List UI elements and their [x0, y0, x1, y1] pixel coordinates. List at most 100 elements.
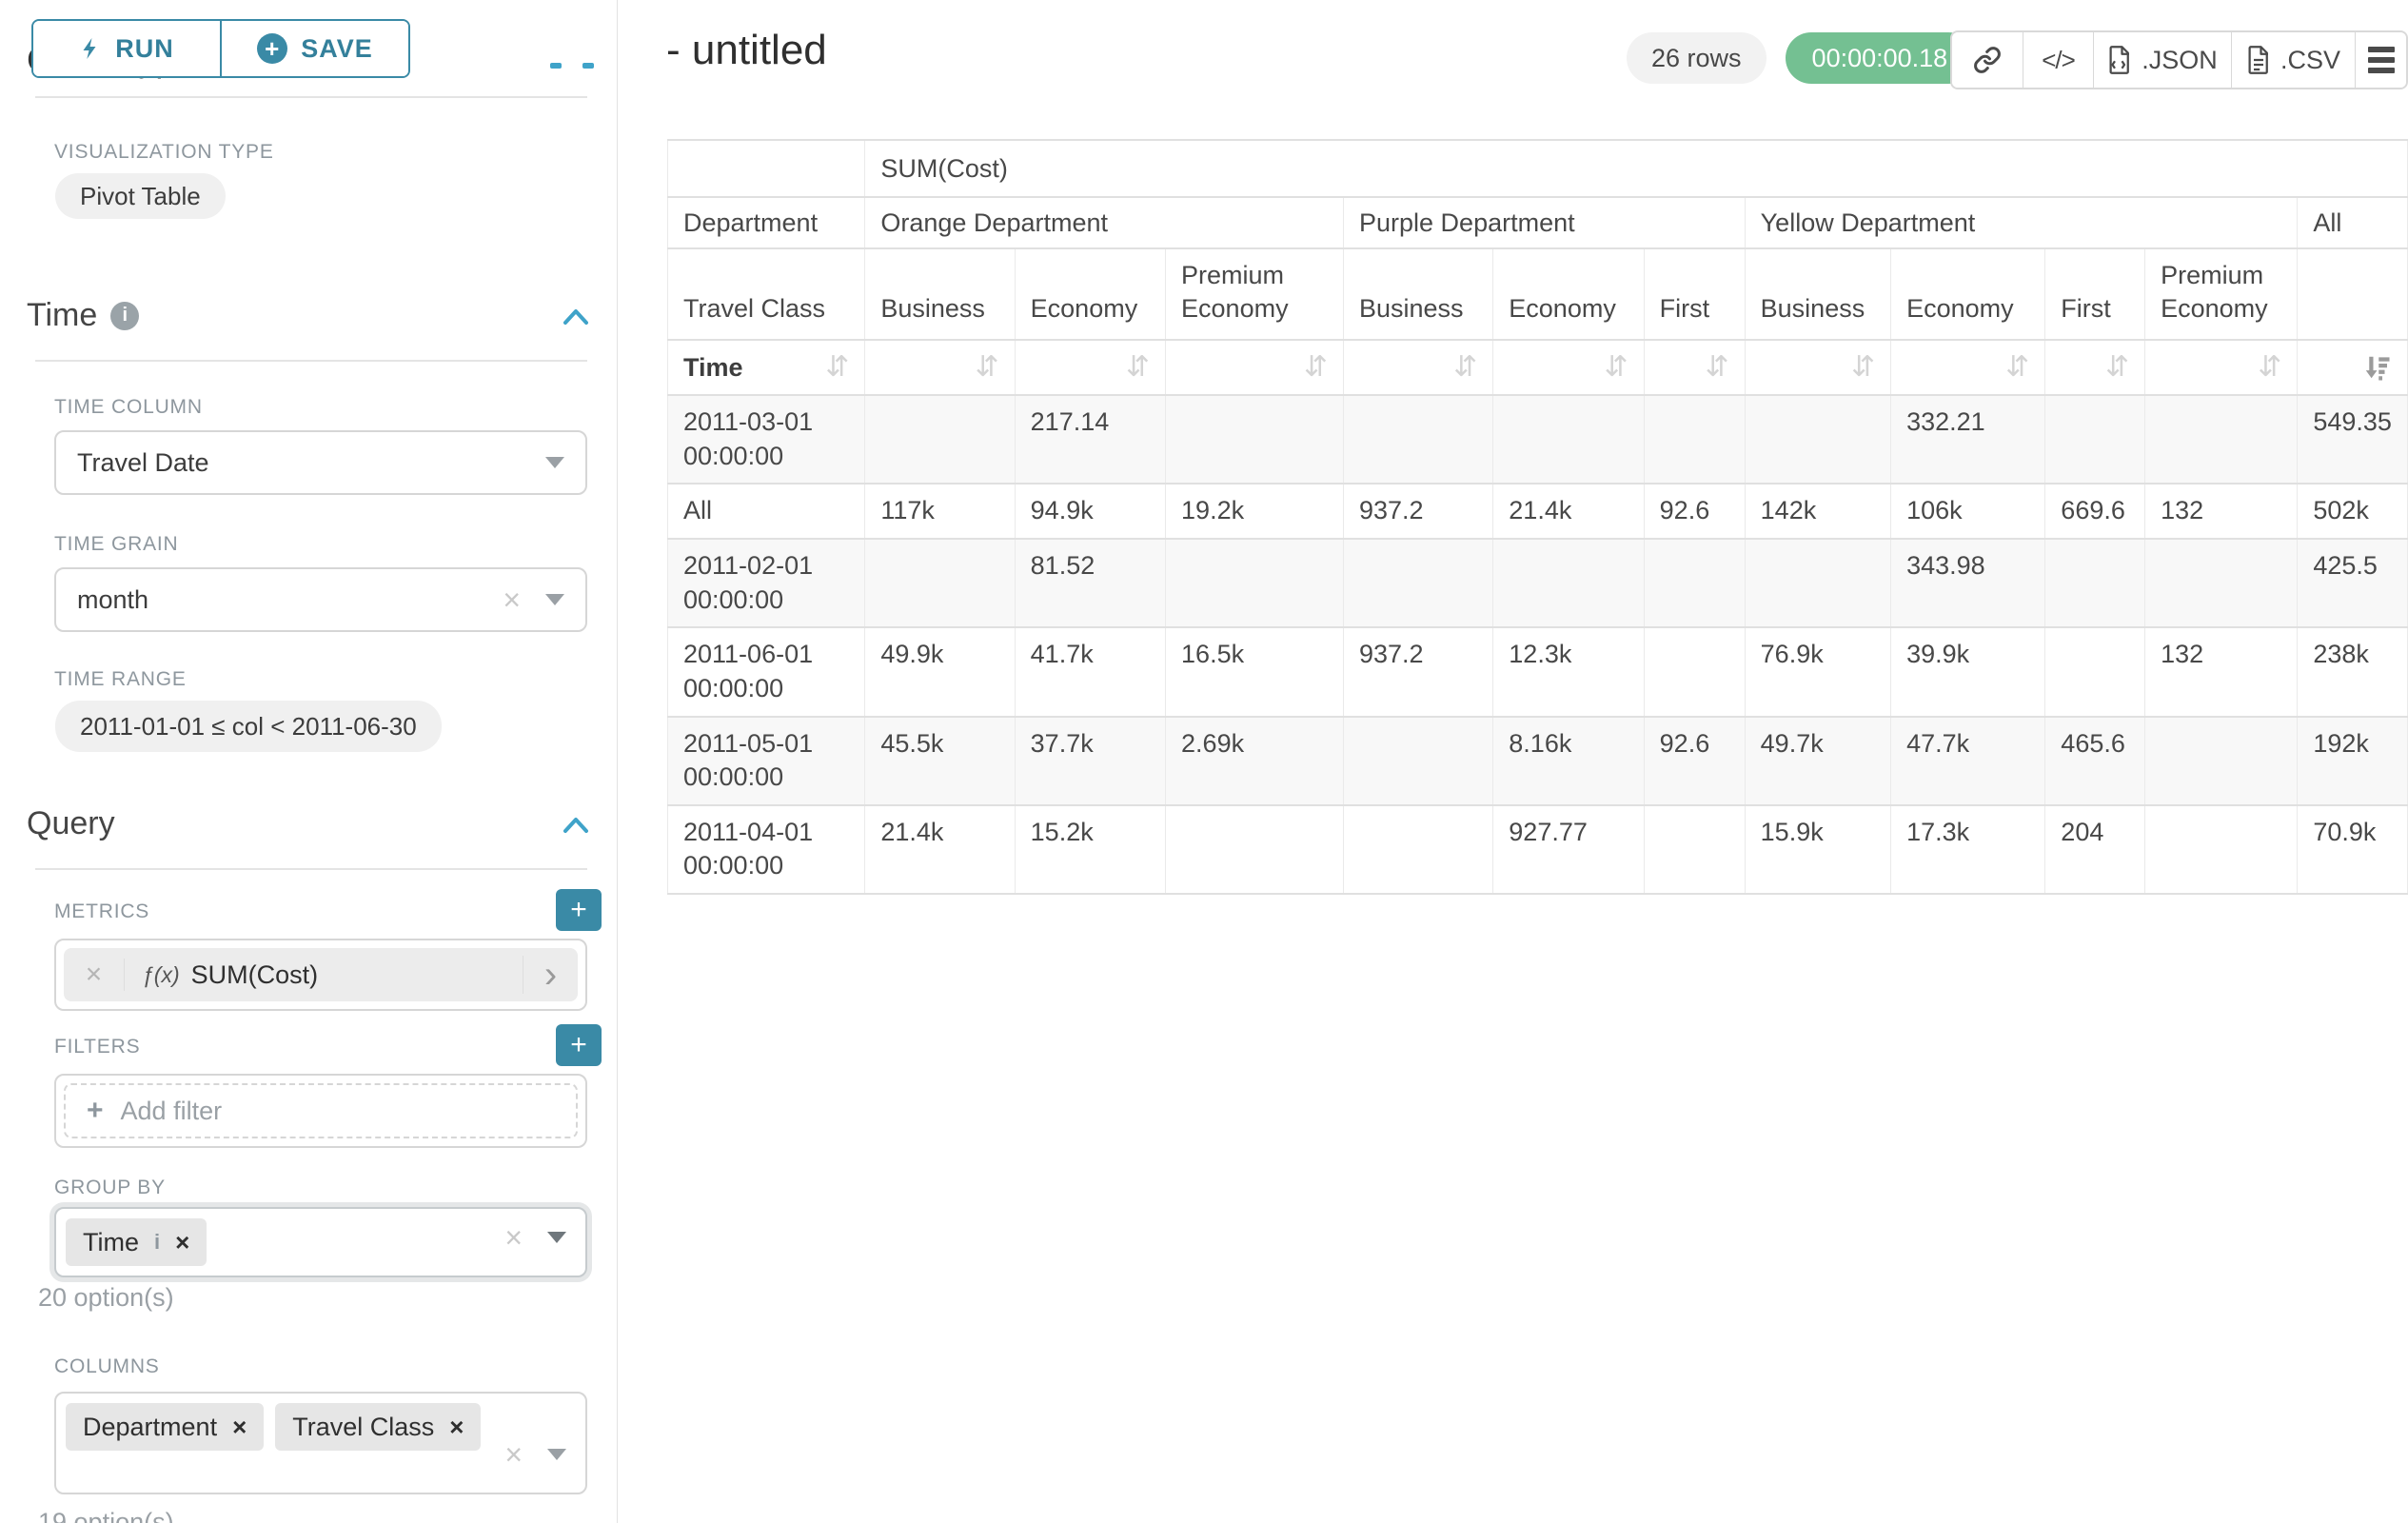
- value-cell: [1492, 394, 1645, 485]
- sort-icon[interactable]: ⇵: [2005, 350, 2030, 385]
- metrics-label: METRICS: [54, 900, 150, 922]
- column-sort-header[interactable]: ⇵: [1744, 339, 1892, 396]
- chevron-right-icon[interactable]: ›: [523, 956, 578, 994]
- value-cell: 106k: [1890, 483, 2046, 540]
- group-by-select[interactable]: Time i × ×: [54, 1207, 587, 1277]
- value-cell: 549.35: [2297, 394, 2408, 485]
- time-grain-select[interactable]: month ×: [54, 567, 587, 632]
- value-cell: 937.2: [1342, 483, 1494, 540]
- add-metric-button[interactable]: +: [556, 889, 602, 931]
- table-row: 2011-06-01 00:00:00 49.9k 41.7k 16.5k 937.2 1…: [666, 626, 2408, 718]
- save-button[interactable]: + SAVE: [220, 21, 408, 76]
- table-row: 2011-04-01 00:00:00 21.4k 15.2k 927.77 15.9k…: [666, 804, 2408, 895]
- remove-chip-icon[interactable]: ×: [449, 1412, 464, 1441]
- value-cell: 217.14: [1014, 394, 1167, 485]
- sort-icon[interactable]: ⇵: [1604, 350, 1628, 385]
- lightning-icon: [83, 38, 96, 59]
- run-button[interactable]: RUN: [33, 21, 220, 76]
- value-cell: 502k: [2297, 483, 2408, 540]
- remove-chip-icon[interactable]: ×: [175, 1227, 190, 1256]
- clear-icon[interactable]: ×: [504, 1437, 523, 1472]
- value-cell: 132: [2144, 626, 2299, 718]
- value-cell: 15.9k: [1744, 804, 1892, 895]
- value-cell: [2044, 394, 2146, 485]
- column-group-header: All: [2297, 196, 2408, 249]
- time-dim-sort-header[interactable]: Time ⇵: [666, 339, 866, 396]
- chevron-down-icon: [547, 1449, 566, 1460]
- value-cell: 204: [2044, 804, 2146, 895]
- value-cell: 142k: [1744, 483, 1892, 540]
- export-json-button[interactable]: .JSON: [2093, 32, 2231, 88]
- menu-button[interactable]: [2355, 32, 2406, 88]
- column-sort-header[interactable]: ⇵: [1342, 339, 1494, 396]
- filters-control: + Add filter: [54, 1074, 587, 1148]
- export-csv-button[interactable]: .CSV: [2231, 32, 2355, 88]
- value-cell: [1342, 716, 1494, 806]
- remove-metric-icon[interactable]: ×: [64, 959, 125, 991]
- divider: [35, 360, 587, 362]
- sort-icon[interactable]: ⇵: [2258, 350, 2282, 385]
- run-save-button-group: RUN + SAVE: [31, 19, 410, 78]
- pivot-table: SUM(Cost) Department Orange Department Purp…: [666, 139, 2408, 895]
- selected-value-chip[interactable]: Travel Class ×: [275, 1403, 482, 1451]
- run-button-label: RUN: [115, 33, 174, 63]
- columns-select[interactable]: Department × Travel Class × ×: [54, 1392, 587, 1494]
- value-cell: [1342, 538, 1494, 628]
- plus-circle-icon: +: [257, 33, 288, 64]
- column-sort-header[interactable]: ⇵: [2144, 339, 2299, 396]
- selected-value-chip[interactable]: Time i ×: [66, 1218, 207, 1266]
- column-sort-header[interactable]: ⇵: [1643, 339, 1746, 396]
- viz-type-label: VISUALIZATION TYPE: [54, 141, 274, 163]
- copy-link-button[interactable]: [1952, 32, 2023, 88]
- clear-icon[interactable]: ×: [503, 583, 521, 617]
- columns-label: COLUMNS: [54, 1355, 160, 1377]
- remove-chip-icon[interactable]: ×: [232, 1412, 247, 1441]
- sort-icon[interactable]: ⇵: [1705, 350, 1729, 385]
- add-filter-button[interactable]: + Add filter: [64, 1083, 578, 1138]
- time-column-select[interactable]: Travel Date: [54, 430, 587, 495]
- divider: [35, 96, 587, 98]
- value-cell: 465.6: [2044, 716, 2146, 806]
- sort-icon[interactable]: ⇵: [1453, 350, 1478, 385]
- value-cell: [2144, 394, 2299, 485]
- selected-value-chip[interactable]: Department ×: [66, 1403, 265, 1451]
- sort-icon[interactable]: ⇵: [1850, 350, 1876, 385]
- row-count-badge: 26 rows: [1627, 32, 1767, 84]
- viz-type-pill[interactable]: Pivot Table: [55, 173, 226, 219]
- time-range-pill[interactable]: 2011-01-01 ≤ col < 2011-06-30: [55, 701, 442, 752]
- column-sort-header[interactable]: ⇵: [1492, 339, 1645, 396]
- sort-icon[interactable]: ⇵: [1125, 350, 1151, 385]
- embed-code-button[interactable]: </>: [2023, 32, 2093, 88]
- value-cell: 669.6: [2044, 483, 2146, 540]
- value-cell: [1643, 626, 1746, 718]
- value-cell: 37.7k: [1014, 716, 1167, 806]
- metric-chip[interactable]: × ƒ(x) SUM(Cost) ›: [64, 948, 578, 1001]
- value-cell: 16.5k: [1165, 626, 1344, 718]
- sort-icon[interactable]: ⇵: [2104, 350, 2130, 385]
- column-sort-header[interactable]: ⇵: [1165, 339, 1344, 396]
- value-cell: [1342, 394, 1494, 485]
- file-icon: [2248, 46, 2268, 74]
- clear-icon[interactable]: ×: [504, 1220, 523, 1255]
- sort-icon[interactable]: ⇵: [1303, 350, 1328, 385]
- chip-label: Time: [83, 1227, 139, 1256]
- value-cell: 76.9k: [1744, 626, 1892, 718]
- column-sort-header[interactable]: ⇵: [864, 339, 1016, 396]
- chart-title[interactable]: - untitled: [666, 27, 827, 73]
- column-header: Business: [1342, 247, 1494, 341]
- table-row: 2011-03-01 00:00:00 217.14 332.21 549.35: [666, 394, 2408, 485]
- column-sort-header[interactable]: ⇵: [1014, 339, 1167, 396]
- collapse-chevron-icon[interactable]: [562, 307, 590, 327]
- row-label-cell: All: [666, 483, 866, 540]
- column-sort-header[interactable]: ⇵: [2044, 339, 2146, 396]
- time-column-label: TIME COLUMN: [54, 396, 203, 418]
- value-cell: 21.4k: [864, 804, 1016, 895]
- add-filter-plus-button[interactable]: +: [556, 1024, 602, 1066]
- collapse-chevron-icon[interactable]: [562, 815, 590, 836]
- value-cell: 70.9k: [2297, 804, 2408, 895]
- sort-icon[interactable]: ⇵: [975, 350, 999, 385]
- sort-icon[interactable]: ⇵: [825, 350, 850, 385]
- column-sort-header[interactable]: ⇵: [1890, 339, 2046, 396]
- column-sort-header[interactable]: [2297, 339, 2408, 396]
- value-cell: 332.21: [1890, 394, 2046, 485]
